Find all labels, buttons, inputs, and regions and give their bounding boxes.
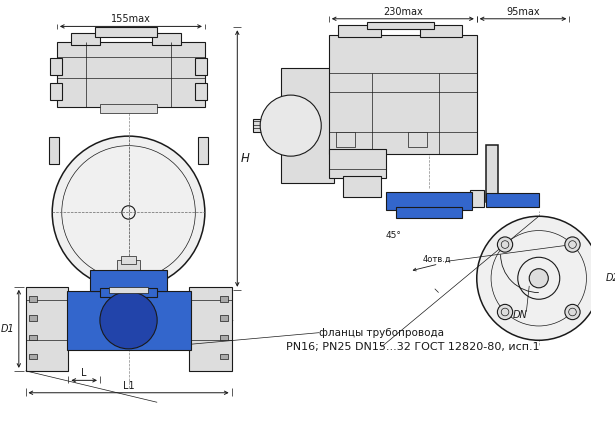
Bar: [220, 316, 228, 321]
Text: L1: L1: [123, 381, 134, 391]
Text: D2: D2: [606, 273, 615, 283]
Bar: [470, 190, 485, 207]
Circle shape: [565, 237, 580, 252]
Bar: [336, 132, 355, 147]
Bar: [57, 42, 205, 107]
Text: L: L: [81, 369, 87, 378]
Bar: [419, 26, 462, 37]
Text: фланцы трубопровода: фланцы трубопровода: [319, 328, 445, 338]
Bar: [196, 58, 207, 75]
Bar: [49, 137, 59, 164]
Text: H: H: [241, 152, 250, 165]
Bar: [95, 27, 157, 37]
Bar: [71, 33, 100, 45]
Circle shape: [100, 292, 157, 349]
Bar: [264, 116, 283, 135]
Bar: [25, 287, 68, 371]
Text: PN16; PN25 DN15...32 ГОСТ 12820-80, исп.1: PN16; PN25 DN15...32 ГОСТ 12820-80, исп.…: [286, 342, 539, 352]
Bar: [338, 26, 381, 37]
Bar: [50, 58, 62, 75]
Bar: [66, 291, 191, 350]
Circle shape: [565, 305, 580, 320]
Bar: [220, 335, 228, 340]
Bar: [121, 256, 136, 264]
Bar: [486, 193, 539, 207]
Text: 230max: 230max: [383, 7, 423, 17]
Text: 45°: 45°: [386, 231, 402, 240]
Bar: [196, 83, 207, 100]
Bar: [100, 288, 157, 297]
Bar: [486, 145, 498, 202]
Circle shape: [530, 269, 549, 288]
Circle shape: [498, 305, 513, 320]
Bar: [30, 354, 37, 359]
Bar: [50, 83, 62, 100]
Circle shape: [52, 136, 205, 289]
Bar: [90, 270, 167, 291]
Bar: [329, 149, 386, 178]
Bar: [30, 316, 37, 321]
Bar: [30, 335, 37, 340]
Bar: [329, 35, 477, 154]
Bar: [220, 354, 228, 359]
Bar: [386, 192, 472, 210]
Bar: [189, 287, 232, 371]
Bar: [408, 132, 427, 147]
Text: D1: D1: [0, 324, 14, 334]
Bar: [153, 33, 181, 45]
Bar: [281, 69, 334, 183]
Text: DN: DN: [513, 309, 528, 320]
Bar: [343, 176, 381, 197]
Bar: [30, 297, 37, 302]
Text: 95max: 95max: [506, 7, 540, 17]
Bar: [220, 297, 228, 302]
Bar: [395, 207, 462, 218]
Bar: [253, 119, 266, 132]
Bar: [117, 260, 140, 271]
Circle shape: [477, 216, 601, 340]
Text: 155max: 155max: [111, 15, 151, 24]
Bar: [198, 137, 208, 164]
Bar: [367, 22, 434, 29]
Bar: [100, 104, 157, 113]
Circle shape: [260, 95, 321, 156]
Text: 4отв.д: 4отв.д: [423, 255, 451, 264]
Bar: [109, 287, 148, 293]
Circle shape: [498, 237, 513, 252]
